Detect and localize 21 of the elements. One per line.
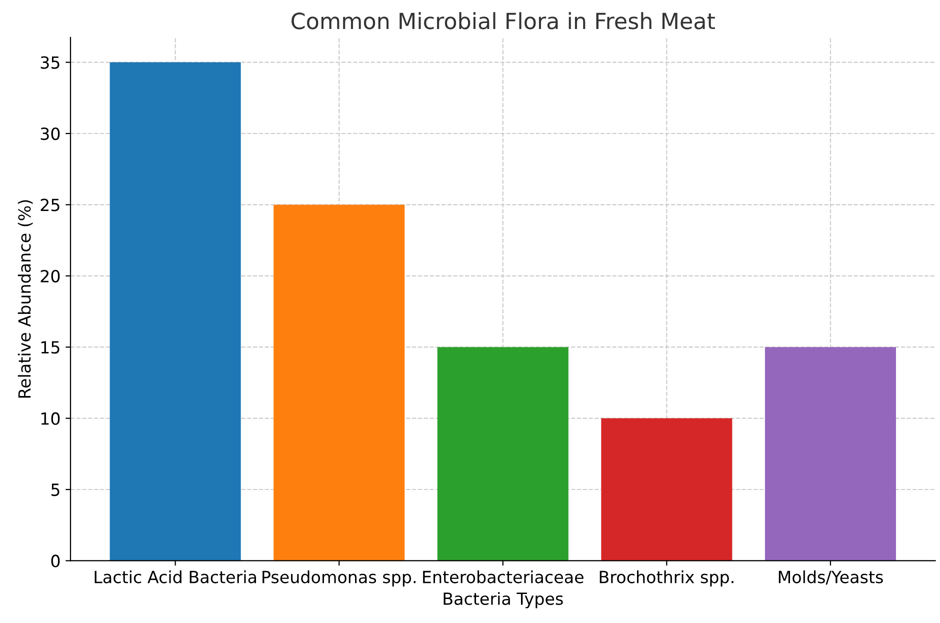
y-tick-label: 20 [40,270,60,282]
x-tick-label: Brochothrix spp. [600,570,734,587]
bar [110,62,241,561]
y-tick-label: 5 [51,484,60,496]
chart-title: Common Microbial Flora in Fresh Meat [292,12,715,30]
x-tick-label: Lactic Acid Bacteria [94,570,256,584]
y-axis-title: Relative Abundance (%) [18,200,33,398]
bar [274,204,405,561]
y-tick-label: 10 [41,412,60,425]
x-tick-label: Enterobacteriaceae [423,570,584,584]
bar [437,347,568,561]
bar [764,347,896,561]
x-tick-label: Pseudomonas spp. [262,570,416,587]
y-tick-label: 30 [40,127,60,140]
y-tick-label: 25 [40,198,60,212]
x-tick-label: Molds/Yeasts [778,570,883,585]
x-axis-title: Bacteria Types [444,592,563,608]
bar [601,418,732,561]
y-tick-label: 15 [41,341,60,354]
y-tick-label: 0 [51,554,60,568]
y-tick-label: 35 [40,56,60,69]
